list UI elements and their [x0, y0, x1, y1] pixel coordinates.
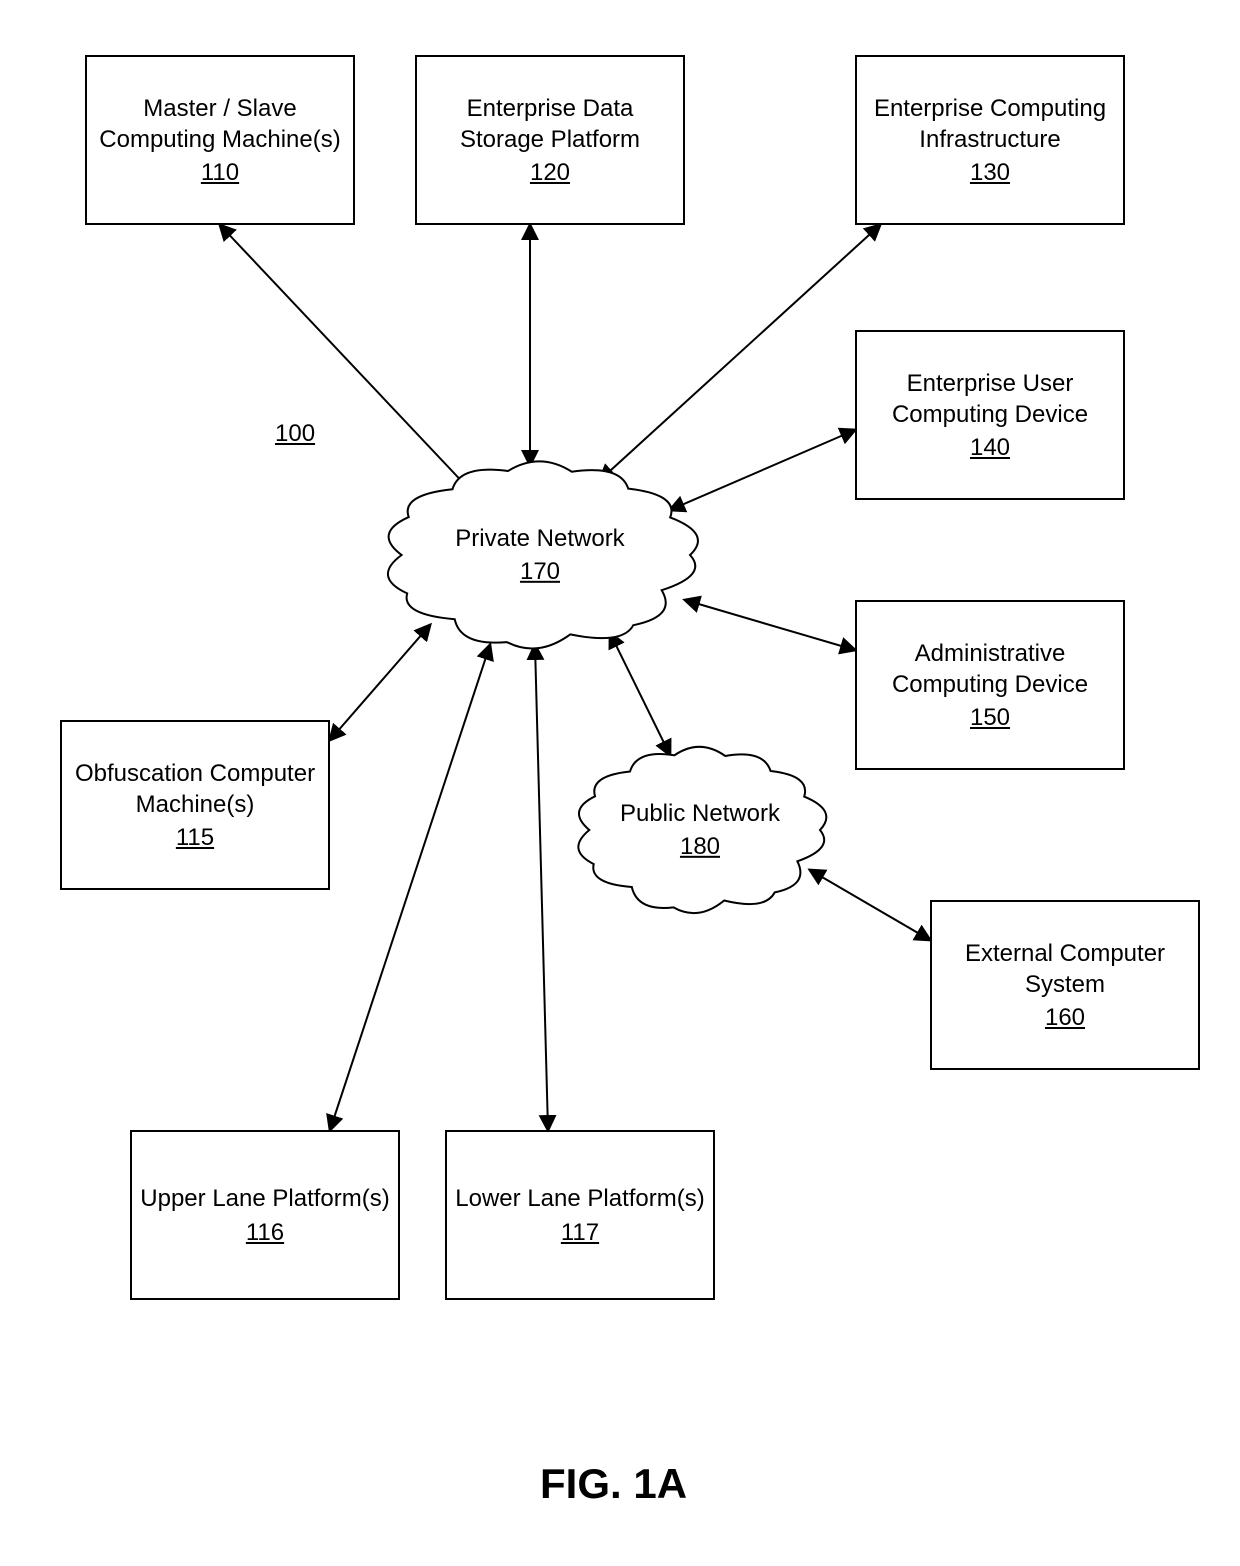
cloud-180-title: Public Network [620, 800, 780, 827]
box-110-title: Master / Slave Computing Machine(s) [95, 93, 345, 155]
box-130-num: 130 [970, 159, 1010, 187]
cloud-180: Public Network 180 [580, 750, 820, 910]
box-160: External Computer System 160 [930, 900, 1200, 1070]
diagram-canvas: 100 Master / Slave Computing Machine(s) … [0, 0, 1240, 1566]
box-130-title: Enterprise Computing Infrastructure [865, 93, 1115, 155]
reference-100: 100 [275, 420, 315, 448]
box-115-title: Obfuscation Computer Machine(s) [70, 758, 320, 820]
box-120-num: 120 [530, 159, 570, 187]
cloud-170-num: 170 [390, 556, 690, 587]
cloud-170: Private Network 170 [390, 465, 690, 645]
cloud-170-title: Private Network [455, 525, 624, 552]
cloud-180-num: 180 [580, 831, 820, 862]
box-160-num: 160 [1045, 1004, 1085, 1032]
box-117: Lower Lane Platform(s) 117 [445, 1130, 715, 1300]
box-115: Obfuscation Computer Machine(s) 115 [60, 720, 330, 890]
box-117-title: Lower Lane Platform(s) [455, 1183, 704, 1214]
box-110-num: 110 [201, 159, 239, 187]
box-150: Administrative Computing Device 150 [855, 600, 1125, 770]
box-110: Master / Slave Computing Machine(s) 110 [85, 55, 355, 225]
edge-130-170 [600, 225, 880, 480]
box-117-num: 117 [561, 1219, 599, 1247]
box-150-title: Administrative Computing Device [865, 638, 1115, 700]
box-140: Enterprise User Computing Device 140 [855, 330, 1125, 500]
edge-170-180 [610, 633, 670, 755]
edge-180-160 [810, 870, 930, 940]
edge-117-170 [535, 645, 548, 1130]
box-115-num: 115 [176, 824, 214, 852]
box-140-num: 140 [970, 434, 1010, 462]
edge-150-170 [685, 600, 855, 650]
edge-116-170 [330, 645, 490, 1130]
box-130: Enterprise Computing Infrastructure 130 [855, 55, 1125, 225]
box-120-title: Enterprise Data Storage Platform [425, 93, 675, 155]
box-140-title: Enterprise User Computing Device [865, 368, 1115, 430]
box-116: Upper Lane Platform(s) 116 [130, 1130, 400, 1300]
figure-caption: FIG. 1A [540, 1460, 687, 1508]
box-116-num: 116 [246, 1219, 284, 1247]
box-160-title: External Computer System [940, 938, 1190, 1000]
box-116-title: Upper Lane Platform(s) [140, 1183, 389, 1214]
edge-140-170 [670, 430, 855, 510]
edge-110-170 [220, 225, 470, 490]
box-120: Enterprise Data Storage Platform 120 [415, 55, 685, 225]
box-150-num: 150 [970, 704, 1010, 732]
